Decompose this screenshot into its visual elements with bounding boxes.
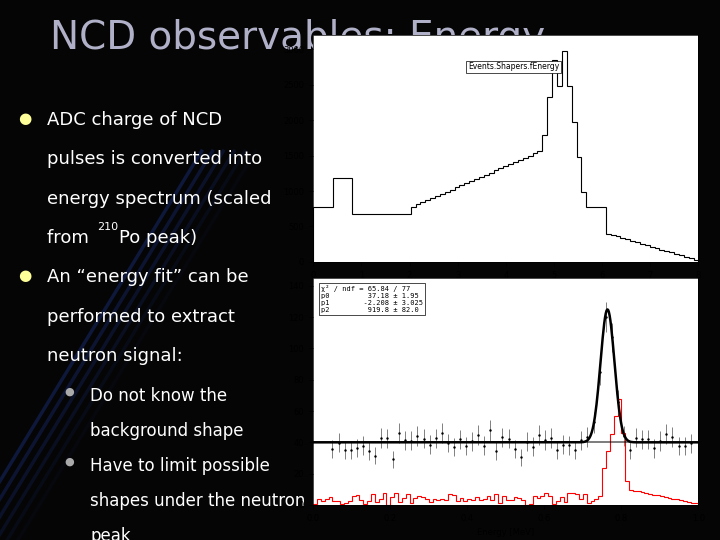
Text: 210: 210 [97, 222, 118, 233]
Text: ADC charge of NCD: ADC charge of NCD [47, 111, 222, 129]
Text: Po peak): Po peak) [119, 229, 197, 247]
X-axis label: Energy [MeV]: Energy [MeV] [477, 529, 534, 537]
Text: peak: peak [90, 527, 130, 540]
Text: Events.Shapers.fEnergy: Events.Shapers.fEnergy [468, 62, 559, 71]
Text: pulses is converted into: pulses is converted into [47, 150, 262, 168]
Text: An “energy fit” can be: An “energy fit” can be [47, 268, 248, 286]
Text: background shape: background shape [90, 422, 243, 440]
Text: χ² / ndf = 65.84 / 77
p0         37.18 ± 1.95
p1        -2.208 ± 3.025
p2       : χ² / ndf = 65.84 / 77 p0 37.18 ± 1.95 p1… [321, 285, 423, 313]
Text: ●: ● [65, 387, 75, 397]
Text: from: from [47, 229, 94, 247]
Text: shapes under the neutron: shapes under the neutron [90, 492, 305, 510]
Text: Do not know the: Do not know the [90, 387, 227, 404]
Text: NCD observables: Energy: NCD observables: Energy [50, 19, 546, 57]
Text: Have to limit possible: Have to limit possible [90, 457, 270, 475]
Text: ●: ● [65, 457, 75, 467]
Text: performed to extract: performed to extract [47, 308, 235, 326]
Text: neutron signal:: neutron signal: [47, 347, 183, 365]
Text: energy spectrum (scaled: energy spectrum (scaled [47, 190, 271, 207]
Text: ●: ● [18, 268, 31, 284]
Text: ●: ● [18, 111, 31, 126]
